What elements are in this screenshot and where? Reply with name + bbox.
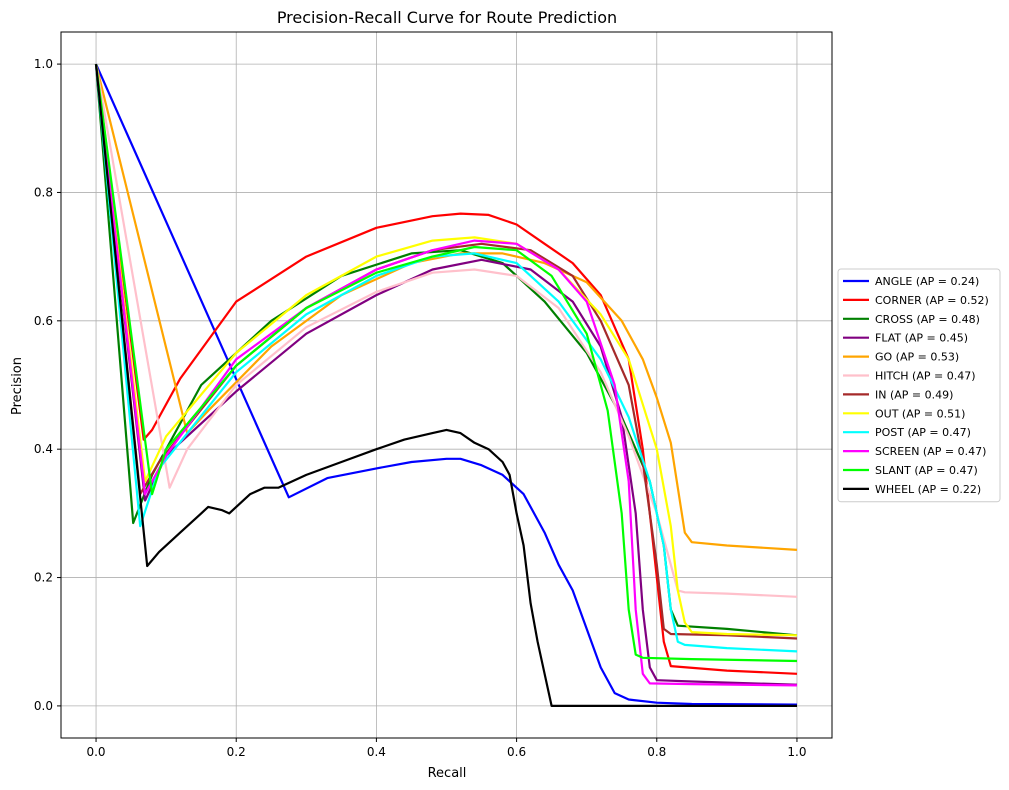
y-tick-label: 1.0 — [34, 57, 53, 71]
legend-label-go: GO (AP = 0.53) — [875, 351, 959, 364]
series-line-corner — [94, 63, 798, 675]
x-tick-label: 0.4 — [367, 745, 386, 759]
x-tick-label: 0.6 — [507, 745, 526, 759]
series-line-slant — [94, 63, 798, 663]
y-tick-label: 0.2 — [34, 571, 53, 585]
legend-label-corner: CORNER (AP = 0.52) — [875, 294, 989, 307]
x-tick-label: 0.2 — [227, 745, 246, 759]
chart-title: Precision-Recall Curve for Route Predict… — [277, 8, 617, 27]
series-line-angle — [94, 63, 798, 706]
series-line-hitch — [94, 63, 798, 598]
legend: ANGLE (AP = 0.24) CORNER (AP = 0.52) CROSS… — [837, 268, 1001, 503]
legend-label-post: POST (AP = 0.47) — [875, 426, 971, 439]
series-line-post — [94, 63, 798, 653]
legend-label-flat: FLAT (AP = 0.45) — [875, 332, 968, 345]
y-tick-label: 0.0 — [34, 699, 53, 713]
legend-label-in: IN (AP = 0.49) — [875, 388, 953, 401]
legend-label-hitch: HITCH (AP = 0.47) — [875, 370, 975, 383]
series-line-screen — [94, 63, 798, 687]
x-tick-label: 0.0 — [86, 745, 105, 759]
series-layer — [94, 63, 798, 708]
x-axis-label: Recall — [428, 766, 467, 781]
series-line-go — [94, 63, 798, 551]
legend-label-angle: ANGLE (AP = 0.24) — [875, 275, 979, 288]
x-tick-label: 0.8 — [647, 745, 666, 759]
y-axis-label: Precision — [10, 357, 25, 415]
x-tick-label: 1.0 — [787, 745, 806, 759]
y-tick-label: 0.8 — [34, 185, 53, 199]
y-tick-label: 0.4 — [34, 442, 53, 456]
legend-label-wheel: WHEEL (AP = 0.22) — [875, 483, 981, 496]
y-tick-label: 0.6 — [34, 314, 53, 328]
legend-label-screen: SCREEN (AP = 0.47) — [875, 445, 986, 458]
legend-label-out: OUT (AP = 0.51) — [875, 407, 965, 420]
legend-label-slant: SLANT (AP = 0.47) — [875, 464, 978, 477]
grid — [61, 32, 832, 738]
plot-frame — [60, 31, 833, 739]
legend-label-cross: CROSS (AP = 0.48) — [875, 313, 980, 326]
legend-box — [837, 268, 1001, 503]
ticks: 0.0 0.2 0.4 0.6 0.8 1.0 0.0 0.2 0.4 0.6 0.8 1.0 — [34, 57, 807, 759]
series-line-wheel — [94, 63, 797, 708]
